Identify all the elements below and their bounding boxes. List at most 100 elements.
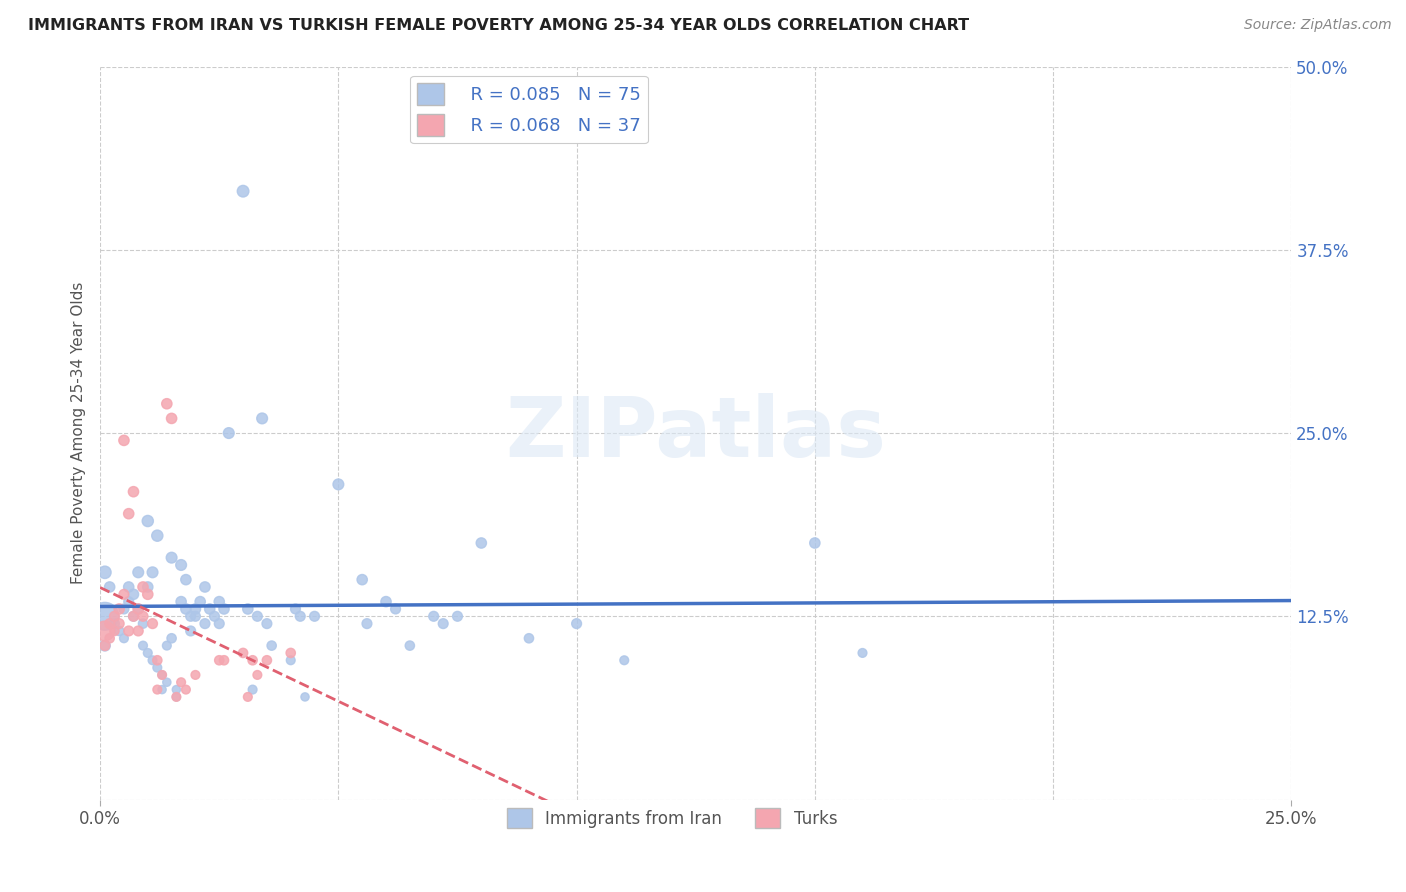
Point	[290, 609, 312, 624]
Point	[180, 609, 202, 624]
Point	[122, 609, 145, 624]
Point	[94, 609, 117, 624]
Point	[851, 646, 873, 660]
Point	[98, 616, 121, 631]
Point	[517, 632, 540, 646]
Point	[212, 653, 235, 667]
Point	[250, 411, 273, 425]
Point	[156, 639, 179, 653]
Point	[432, 616, 454, 631]
Text: Source: ZipAtlas.com: Source: ZipAtlas.com	[1244, 18, 1392, 32]
Point	[112, 602, 135, 616]
Point	[170, 594, 193, 608]
Point	[127, 624, 149, 638]
Point	[127, 602, 149, 616]
Point	[565, 616, 588, 631]
Point	[208, 616, 231, 631]
Point	[398, 639, 420, 653]
Point	[118, 507, 141, 521]
Point	[280, 653, 302, 667]
Point	[470, 536, 492, 550]
Point	[246, 668, 269, 682]
Point	[122, 484, 145, 499]
Point	[165, 690, 187, 704]
Point	[208, 653, 231, 667]
Point	[218, 425, 240, 440]
Point	[122, 609, 145, 624]
Point	[232, 646, 254, 660]
Point	[132, 609, 155, 624]
Point	[422, 609, 444, 624]
Point	[160, 550, 183, 565]
Point	[112, 587, 135, 601]
Point	[165, 682, 187, 697]
Point	[446, 609, 468, 624]
Point	[132, 639, 155, 653]
Point	[136, 587, 159, 601]
Point	[103, 624, 125, 638]
Point	[165, 690, 187, 704]
Point	[184, 609, 207, 624]
Point	[94, 566, 117, 580]
Point	[198, 602, 221, 616]
Point	[98, 580, 121, 594]
Point	[160, 411, 183, 425]
Point	[232, 184, 254, 198]
Point	[146, 653, 169, 667]
Point	[108, 616, 131, 631]
Point	[804, 536, 827, 550]
Point	[156, 397, 179, 411]
Point	[188, 594, 211, 608]
Y-axis label: Female Poverty Among 25-34 Year Olds: Female Poverty Among 25-34 Year Olds	[72, 282, 86, 584]
Point	[184, 602, 207, 616]
Point	[132, 580, 155, 594]
Point	[180, 624, 202, 638]
Point	[242, 653, 264, 667]
Point	[194, 616, 217, 631]
Point	[352, 573, 374, 587]
Point	[174, 682, 197, 697]
Point	[108, 602, 131, 616]
Point	[242, 682, 264, 697]
Point	[136, 646, 159, 660]
Point	[150, 682, 173, 697]
Legend: Immigrants from Iran, Turks: Immigrants from Iran, Turks	[501, 802, 844, 835]
Point	[170, 558, 193, 572]
Point	[256, 653, 278, 667]
Point	[280, 646, 302, 660]
Point	[170, 675, 193, 690]
Point	[146, 660, 169, 674]
Point	[384, 602, 406, 616]
Point	[112, 632, 135, 646]
Point	[284, 602, 307, 616]
Point	[156, 675, 179, 690]
Point	[204, 609, 226, 624]
Point	[256, 616, 278, 631]
Point	[328, 477, 350, 491]
Point	[136, 514, 159, 528]
Point	[98, 632, 121, 646]
Point	[141, 566, 163, 580]
Point	[146, 529, 169, 543]
Point	[260, 639, 283, 653]
Point	[103, 616, 125, 631]
Point	[184, 668, 207, 682]
Point	[150, 668, 173, 682]
Point	[122, 587, 145, 601]
Point	[304, 609, 326, 624]
Point	[375, 594, 398, 608]
Point	[94, 639, 117, 653]
Point	[112, 434, 135, 448]
Point	[118, 624, 141, 638]
Point	[212, 602, 235, 616]
Point	[146, 682, 169, 697]
Point	[160, 632, 183, 646]
Point	[141, 653, 163, 667]
Text: ZIPatlas: ZIPatlas	[505, 392, 886, 474]
Point	[118, 580, 141, 594]
Point	[118, 594, 141, 608]
Text: IMMIGRANTS FROM IRAN VS TURKISH FEMALE POVERTY AMONG 25-34 YEAR OLDS CORRELATION: IMMIGRANTS FROM IRAN VS TURKISH FEMALE P…	[28, 18, 969, 33]
Point	[136, 580, 159, 594]
Point	[132, 616, 155, 631]
Point	[127, 566, 149, 580]
